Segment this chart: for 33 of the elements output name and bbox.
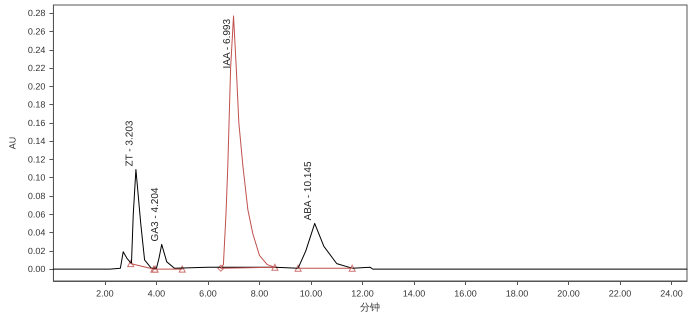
x-tick-label: 16.00	[454, 288, 477, 298]
x-tick-label: 12.00	[351, 288, 374, 298]
y-tick-label: 0.26	[28, 26, 46, 37]
x-tick-label: 6.00	[199, 288, 217, 298]
x-tick-label: 14.00	[402, 288, 426, 298]
y-tick-label: 0.28	[28, 8, 46, 18]
x-tick-label: 4.00	[148, 288, 166, 298]
y-tick-label: 0.20	[28, 81, 46, 92]
y-tick-label: 0.18	[28, 100, 46, 110]
annotation: IAA - 6.993	[222, 18, 234, 68]
y-axis-title: AU	[8, 136, 18, 150]
y-tick-label: 0.06	[28, 209, 46, 220]
y-tick-label: 0.22	[28, 63, 46, 74]
x-tick-label: 18.00	[506, 288, 528, 298]
y-tick-label: 0.04	[28, 228, 46, 238]
x-tick-label: 8.00	[250, 288, 268, 298]
x-tick-label: 24.00	[660, 288, 683, 298]
x-tick-label: 10.00	[300, 288, 322, 298]
x-tick-label: 2.00	[96, 288, 114, 298]
y-tick-label: 0.16	[28, 118, 46, 128]
y-tick-label: 0.02	[28, 246, 46, 256]
y-tick-label: 0.08	[28, 191, 46, 202]
x-tick-label: 22.00	[608, 288, 632, 298]
y-tick-label: 0.24	[28, 44, 46, 55]
x-tick-label: 20.00	[557, 288, 580, 298]
annotation: GA3 - 4.204	[150, 187, 162, 242]
annotation: ABA - 10.145	[303, 161, 314, 220]
y-tick-label: 0.12	[28, 154, 46, 164]
y-tick-label: 0.10	[28, 172, 46, 183]
x-axis-title: 分钟	[360, 302, 380, 314]
annotation: ZT - 3.203	[124, 120, 136, 167]
y-tick-label: 0.14	[28, 136, 46, 146]
y-tick-label: 0.00	[28, 264, 46, 274]
